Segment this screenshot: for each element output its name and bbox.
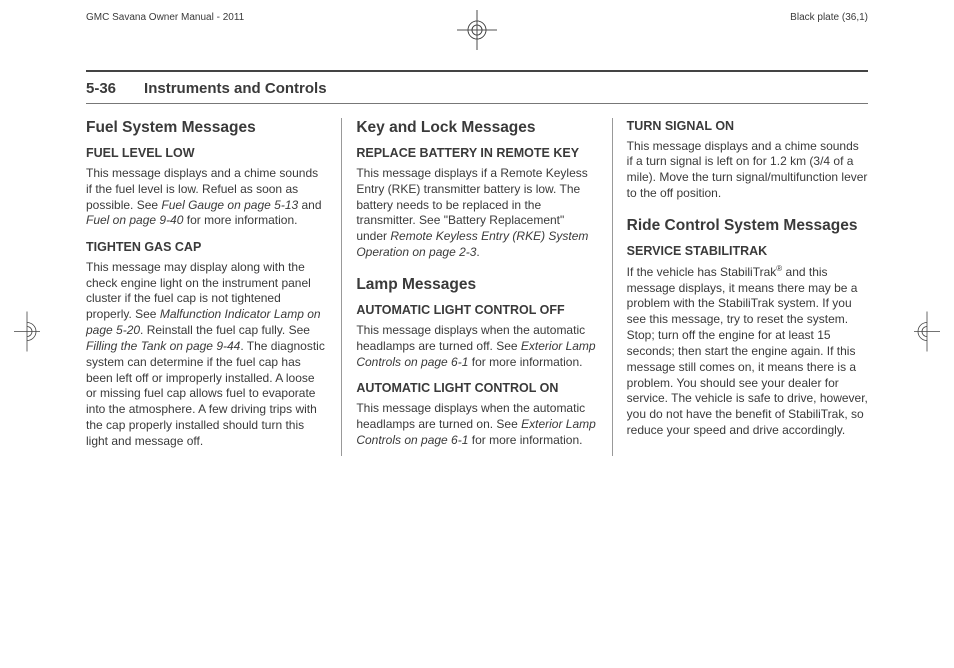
plate-label: Black plate (36,1) — [790, 12, 868, 23]
page-header: 5-36 Instruments and Controls — [86, 72, 868, 104]
body-text: This message may display along with the … — [86, 260, 327, 450]
column-3: TURN SIGNAL ON This message displays and… — [613, 118, 868, 456]
subsection-heading: FUEL LEVEL LOW — [86, 145, 327, 162]
registration-mark-left — [14, 312, 40, 357]
columns: Fuel System Messages FUEL LEVEL LOW This… — [86, 118, 868, 456]
subsection-heading: TIGHTEN GAS CAP — [86, 239, 327, 256]
section-heading: Key and Lock Messages — [356, 118, 597, 138]
section-heading: Fuel System Messages — [86, 118, 327, 138]
chapter-title: Instruments and Controls — [144, 80, 327, 97]
page-content: 5-36 Instruments and Controls Fuel Syste… — [86, 70, 868, 456]
subsection-heading: TURN SIGNAL ON — [627, 118, 868, 135]
column-2: Key and Lock Messages REPLACE BATTERY IN… — [342, 118, 612, 456]
column-1: Fuel System Messages FUEL LEVEL LOW This… — [86, 118, 342, 456]
cross-ref: Filling the Tank on page 9-44 — [86, 339, 240, 353]
subsection-heading: SERVICE STABILITRAK — [627, 243, 868, 260]
section-heading: Ride Control System Messages — [627, 216, 868, 236]
body-text: This message displays and a chime sounds… — [86, 166, 327, 229]
body-text: This message displays when the automatic… — [356, 401, 597, 448]
manual-title: GMC Savana Owner Manual - 2011 — [86, 12, 244, 23]
subsection-heading: AUTOMATIC LIGHT CONTROL OFF — [356, 302, 597, 319]
subsection-heading: AUTOMATIC LIGHT CONTROL ON — [356, 380, 597, 397]
cross-ref: Fuel Gauge on page 5-13 — [161, 198, 298, 212]
body-text: This message displays and a chime sounds… — [627, 139, 868, 202]
cross-ref: Fuel on page 9-40 — [86, 213, 183, 227]
section-heading: Lamp Messages — [356, 275, 597, 295]
registration-mark-right — [914, 312, 940, 357]
body-text: If the vehicle has StabiliTrak® and this… — [627, 264, 868, 439]
page-number: 5-36 — [86, 80, 116, 97]
body-text: This message displays if a Remote Keyles… — [356, 166, 597, 261]
body-text: This message displays when the automatic… — [356, 323, 597, 370]
cross-ref: Remote Keyless Entry (RKE) System Operat… — [356, 229, 588, 259]
subsection-heading: REPLACE BATTERY IN REMOTE KEY — [356, 145, 597, 162]
